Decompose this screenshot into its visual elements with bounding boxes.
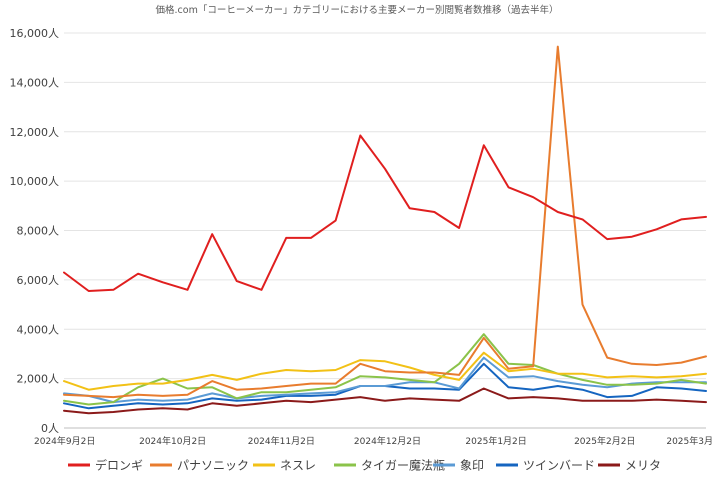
- series-line-3: [63, 333, 707, 406]
- legend-label: 象印: [460, 459, 484, 473]
- series-line-0: [63, 134, 707, 292]
- x-tick-label: 2024年10月2日: [139, 435, 206, 447]
- x-tick-label: 2025年3月: [666, 435, 713, 447]
- series-line-2: [63, 351, 707, 391]
- legend-label: パナソニック: [177, 459, 249, 473]
- series-line-6: [63, 387, 707, 415]
- legend: デロンギ パナソニック ネスレ タイガー魔法瓶 象印 ツインバード メリタ: [68, 458, 661, 473]
- series-layer: [63, 45, 707, 415]
- legend-label: ネスレ: [280, 459, 316, 473]
- legend-label: デロンギ: [95, 458, 143, 473]
- x-tick-label: 2024年11月2日: [248, 435, 315, 447]
- y-axis: 0人 2,000人 4,000人 6,000人 8,000人 10,000人 12,000人…: [10, 27, 60, 435]
- x-axis: 2024年9月2日 2024年10月2日 2024年11月2日 2024年12月2日 2…: [34, 435, 713, 447]
- legend-label: ツインバード: [523, 459, 595, 473]
- x-tick-label: 2025年1月2日: [465, 435, 526, 447]
- y-tick-label: 10,000人: [10, 175, 60, 188]
- y-tick-label: 6,000人: [17, 274, 60, 287]
- y-tick-label: 2,000人: [17, 373, 60, 386]
- grid-layer: [64, 32, 706, 429]
- x-tick-label: 2024年9月2日: [34, 435, 95, 447]
- series-line-1: [63, 45, 707, 399]
- y-tick-label: 14,000人: [10, 76, 60, 89]
- y-tick-label: 4,000人: [17, 323, 60, 336]
- legend-label: タイガー魔法瓶: [361, 458, 445, 473]
- y-tick-label: 0人: [41, 422, 59, 435]
- chart-title: 価格.com「コーヒーメーカー」カテゴリーにおける主要メーカー別閲覧者数推移（過…: [156, 4, 559, 16]
- series-line-4: [63, 356, 707, 404]
- x-tick-label: 2024年12月2日: [354, 435, 421, 447]
- y-tick-label: 8,000人: [17, 225, 60, 238]
- y-tick-label: 12,000人: [10, 126, 60, 139]
- x-tick-label: 2025年2月2日: [574, 435, 635, 447]
- y-tick-label: 16,000人: [10, 27, 60, 40]
- legend-label: メリタ: [625, 459, 661, 473]
